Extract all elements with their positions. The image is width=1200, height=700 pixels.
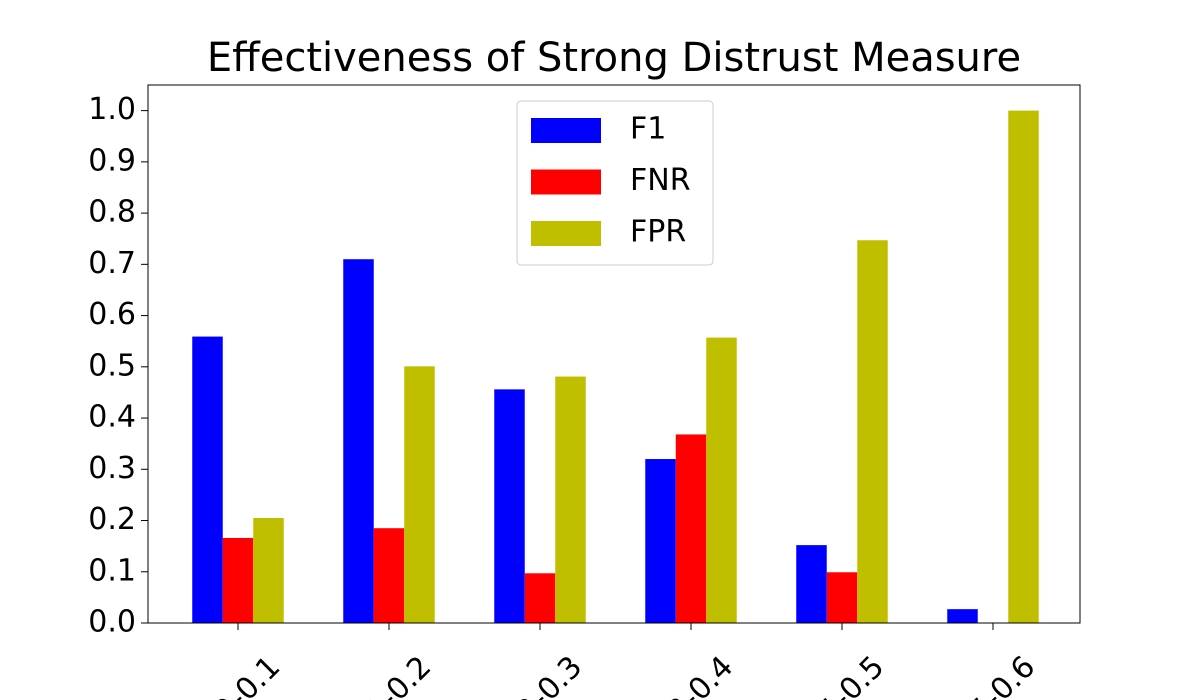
- y-tick-label: 0.5: [88, 348, 136, 383]
- y-tick-label: 0.8: [88, 195, 136, 230]
- bar: [675, 434, 707, 623]
- bar: [524, 573, 556, 623]
- y-tick-label: 0.1: [88, 553, 136, 588]
- chart-title: Effectiveness of Strong Distrust Measure: [207, 35, 1021, 81]
- legend-label: FPR: [630, 215, 686, 250]
- x-tick-label: 0.3-0.4: [640, 649, 740, 700]
- x-tick-label: 0.5-0.6: [942, 649, 1042, 700]
- y-tick-label: 0.9: [88, 143, 136, 178]
- bar: [494, 389, 525, 623]
- y-tick-label: 0.7: [88, 246, 136, 281]
- bar: [826, 572, 858, 623]
- y-tick-label: 0.6: [88, 297, 136, 332]
- bar: [1008, 110, 1039, 624]
- legend-label: F1: [630, 112, 666, 147]
- bar: [373, 528, 405, 623]
- bar: [343, 259, 374, 623]
- x-tick-label: 0.0-0.1: [187, 649, 287, 700]
- legend-swatch: [531, 169, 601, 195]
- legend-swatch: [531, 221, 601, 246]
- bar: [947, 609, 978, 623]
- y-tick-label: 0.2: [88, 502, 136, 537]
- bar: [555, 376, 586, 623]
- bar: [796, 545, 827, 623]
- y-tick-label: 0.4: [88, 400, 136, 435]
- x-tick-label: 0.1-0.2: [338, 649, 438, 700]
- bar: [253, 517, 284, 623]
- bar: [222, 537, 254, 623]
- legend-swatch: [531, 118, 601, 143]
- bar: [706, 337, 737, 623]
- y-tick-label: 1.0: [88, 92, 136, 127]
- y-tick-label: 0.3: [88, 451, 136, 486]
- y-tick-label: 0.0: [88, 605, 136, 640]
- bar: [404, 366, 435, 623]
- x-tick-label: 0.4-0.5: [791, 649, 891, 700]
- x-tick-label: 0.2-0.3: [489, 649, 589, 700]
- legend-label: FNR: [630, 163, 691, 198]
- bar: [192, 336, 223, 623]
- axes-frame: [147, 84, 1081, 624]
- bar: [645, 459, 676, 623]
- bar: [857, 240, 888, 623]
